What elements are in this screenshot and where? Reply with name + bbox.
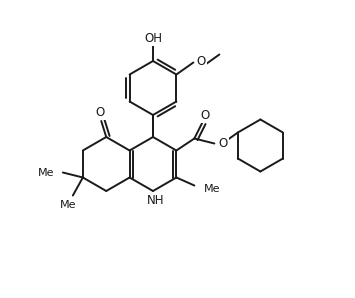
Text: O: O bbox=[201, 109, 210, 122]
Text: Me: Me bbox=[60, 199, 76, 209]
Text: O: O bbox=[218, 137, 228, 150]
Text: O: O bbox=[196, 55, 206, 68]
Text: Me: Me bbox=[38, 167, 55, 178]
Text: OH: OH bbox=[144, 32, 162, 46]
Text: O: O bbox=[95, 106, 105, 119]
Text: Me: Me bbox=[203, 184, 220, 193]
Text: NH: NH bbox=[147, 195, 165, 207]
